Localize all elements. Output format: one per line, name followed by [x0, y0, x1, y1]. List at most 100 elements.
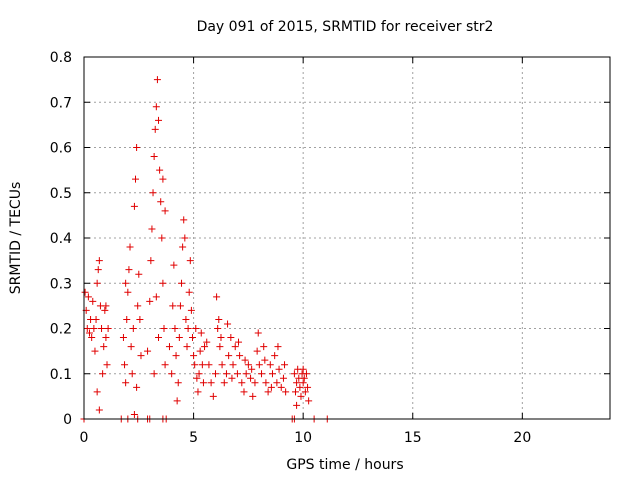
data-point [260, 343, 268, 351]
y-tick-label: 0.2 [50, 322, 72, 338]
x-axis-label: GPS time / hours [286, 457, 403, 473]
y-tick-label: 0.5 [50, 186, 72, 202]
data-point [209, 392, 217, 400]
data-point [119, 334, 127, 342]
data-point [217, 334, 225, 342]
data-point [137, 352, 145, 360]
data-point [225, 352, 233, 360]
data-point [207, 379, 215, 387]
data-point [171, 325, 179, 332]
data-point [159, 175, 167, 183]
chart-title: Day 091 of 2015, SRMTID for receiver str… [197, 19, 494, 35]
data-series [80, 76, 331, 423]
data-point [197, 329, 205, 337]
data-point [93, 388, 101, 396]
data-point [279, 374, 287, 382]
data-point [152, 293, 160, 301]
data-point [99, 370, 107, 378]
data-point [155, 116, 163, 124]
data-point [248, 365, 256, 373]
data-point [255, 361, 263, 369]
data-point [104, 325, 112, 332]
data-point [247, 374, 255, 382]
data-point [98, 325, 106, 332]
y-tick-label: 0.1 [50, 367, 72, 383]
data-point [281, 361, 289, 369]
data-point [214, 325, 222, 332]
data-point [205, 361, 213, 369]
data-point [293, 379, 301, 387]
data-point [179, 243, 187, 251]
data-point [235, 338, 243, 346]
data-point [222, 370, 230, 378]
data-point [158, 234, 166, 242]
data-point [122, 279, 130, 287]
data-point [293, 401, 301, 409]
data-point [95, 257, 103, 265]
data-point [291, 388, 299, 396]
data-point [304, 383, 312, 391]
data-point [242, 370, 250, 378]
data-point [89, 297, 97, 305]
data-point [101, 306, 109, 314]
data-point [126, 243, 134, 251]
data-point [149, 189, 157, 197]
data-point [91, 347, 99, 355]
data-point [300, 374, 308, 382]
data-point [227, 334, 235, 342]
axis-ticks: 0 0.1 0.2 0.3 0.4 0.5 0.6 0.7 0.8 0 5 10 15 20 [50, 50, 610, 446]
data-point [93, 279, 101, 287]
data-point [241, 356, 249, 364]
data-point [151, 125, 159, 133]
data-point [192, 325, 200, 332]
y-axis-label: SRMTID / TECUs [8, 182, 24, 295]
data-point [127, 343, 135, 351]
data-point [201, 343, 209, 351]
data-point [159, 279, 167, 287]
data-point [170, 261, 178, 269]
data-point [90, 325, 98, 332]
data-point [150, 370, 158, 378]
data-point [186, 257, 194, 265]
data-point [183, 343, 191, 351]
x-tick-label: 5 [189, 430, 198, 446]
data-point [296, 383, 304, 391]
x-tick-label: 15 [404, 430, 422, 446]
data-point [161, 207, 169, 215]
data-point [282, 388, 290, 396]
data-point [146, 297, 154, 305]
data-point [148, 225, 156, 233]
data-point [240, 388, 248, 396]
data-point [92, 315, 100, 323]
data-point [220, 379, 228, 387]
data-point [264, 388, 272, 396]
plot-frame [83, 56, 611, 420]
data-point [233, 370, 241, 378]
data-point [130, 202, 138, 210]
data-point [122, 379, 130, 387]
data-point [88, 334, 96, 342]
data-point [182, 315, 190, 323]
y-tick-label: 0 [63, 412, 72, 428]
x-tick-label: 10 [294, 430, 312, 446]
data-point [84, 293, 92, 301]
data-point [132, 175, 140, 183]
data-point [152, 103, 160, 111]
data-point [185, 288, 193, 296]
y-tick-label: 0.8 [50, 50, 72, 66]
data-point [94, 266, 102, 274]
data-point [299, 365, 307, 373]
data-point [305, 397, 313, 405]
data-point [249, 392, 257, 400]
data-point [254, 329, 262, 337]
data-point [215, 315, 223, 323]
data-point [136, 315, 144, 323]
data-point [165, 343, 173, 351]
data-point [194, 388, 202, 396]
data-point [271, 352, 279, 360]
data-point [125, 266, 133, 274]
data-point [297, 392, 305, 400]
data-point [155, 334, 163, 342]
data-point [198, 361, 206, 369]
